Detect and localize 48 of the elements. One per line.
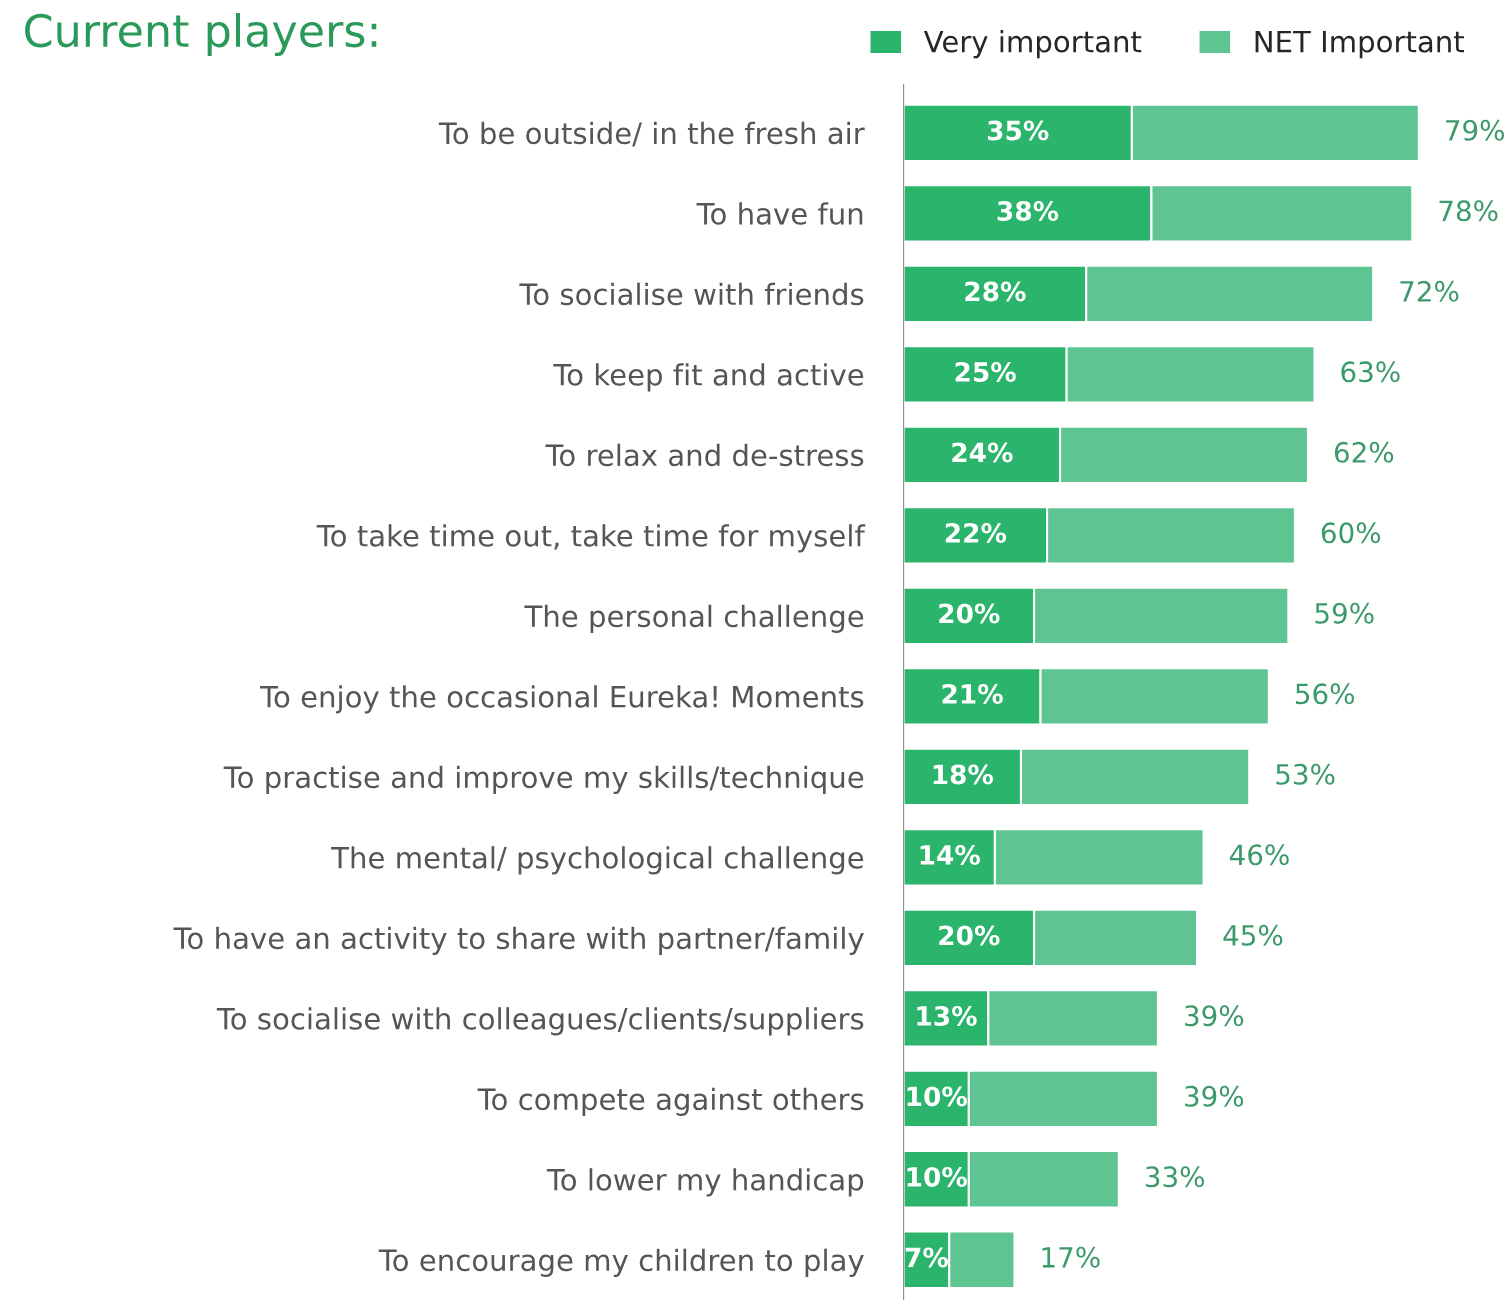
y-tick-label: To have an activity to share with partner/family — [173, 926, 864, 955]
legend-label: NET Important — [1255, 30, 1464, 59]
legend-label: Very important — [923, 30, 1142, 59]
total-label: 45% — [1223, 924, 1283, 946]
data-label: 25% — [955, 361, 1016, 382]
y-tick-label: To lower my handicap — [546, 1168, 864, 1197]
total-label: 53% — [1276, 763, 1335, 785]
y-tick-label: To have fun — [696, 202, 863, 225]
y-tick-label: To enjoy the occasional Eureka! Moments — [260, 685, 864, 714]
data-label: 20% — [939, 603, 1000, 624]
y-tick-label: To practise and improve my skills/technique — [223, 765, 864, 794]
y-tick-label: To relax and de-stress — [545, 443, 864, 467]
total-label: 78% — [1439, 200, 1498, 222]
data-label: 7% — [905, 1247, 948, 1268]
total-label: 62% — [1334, 441, 1394, 463]
y-tick-label: To be outside/ in the fresh air — [438, 121, 865, 147]
total-label: 46% — [1229, 844, 1289, 866]
data-label: 21% — [942, 683, 1003, 704]
y-tick-label: To keep fit and active — [553, 363, 864, 392]
text: Current players: — [25, 13, 377, 57]
data-label: 22% — [945, 522, 1007, 543]
data-label: 18% — [933, 764, 994, 785]
data-label: 38% — [997, 200, 1059, 221]
total-label: 79% — [1446, 119, 1505, 141]
y-tick-label: To encourage my children to play — [378, 1248, 864, 1277]
data-label: 13% — [917, 1005, 977, 1026]
data-label: 35% — [987, 120, 1049, 141]
total-label: 60% — [1321, 522, 1381, 544]
total-label: 56% — [1295, 683, 1355, 705]
y-tick-label: To compete against others — [477, 1087, 864, 1116]
total-label: 72% — [1400, 280, 1459, 302]
y-tick-label: To take time out, take time for myself — [316, 524, 866, 553]
y-tick-label: To socialise with friends — [519, 282, 864, 306]
data-label: 24% — [952, 442, 1013, 463]
data-label: 28% — [965, 281, 1026, 302]
y-tick-label: To socialise with colleagues/clients/suppliers — [216, 1007, 864, 1036]
total-label: 17% — [1042, 1246, 1100, 1268]
y-tick-label: The mental/ psychological challenge — [331, 846, 864, 875]
y-tick-label: The personal challenge — [524, 604, 864, 633]
data-label: 10% — [907, 1166, 967, 1187]
total-label: 39% — [1185, 1005, 1244, 1027]
total-label: 39% — [1185, 1085, 1244, 1107]
total-label: 63% — [1341, 361, 1400, 383]
data-label: 20% — [939, 925, 1000, 946]
data-label: 14% — [920, 844, 980, 865]
total-label: 59% — [1315, 602, 1374, 624]
total-label: 33% — [1145, 1166, 1205, 1188]
data-label: 10% — [907, 1086, 967, 1107]
